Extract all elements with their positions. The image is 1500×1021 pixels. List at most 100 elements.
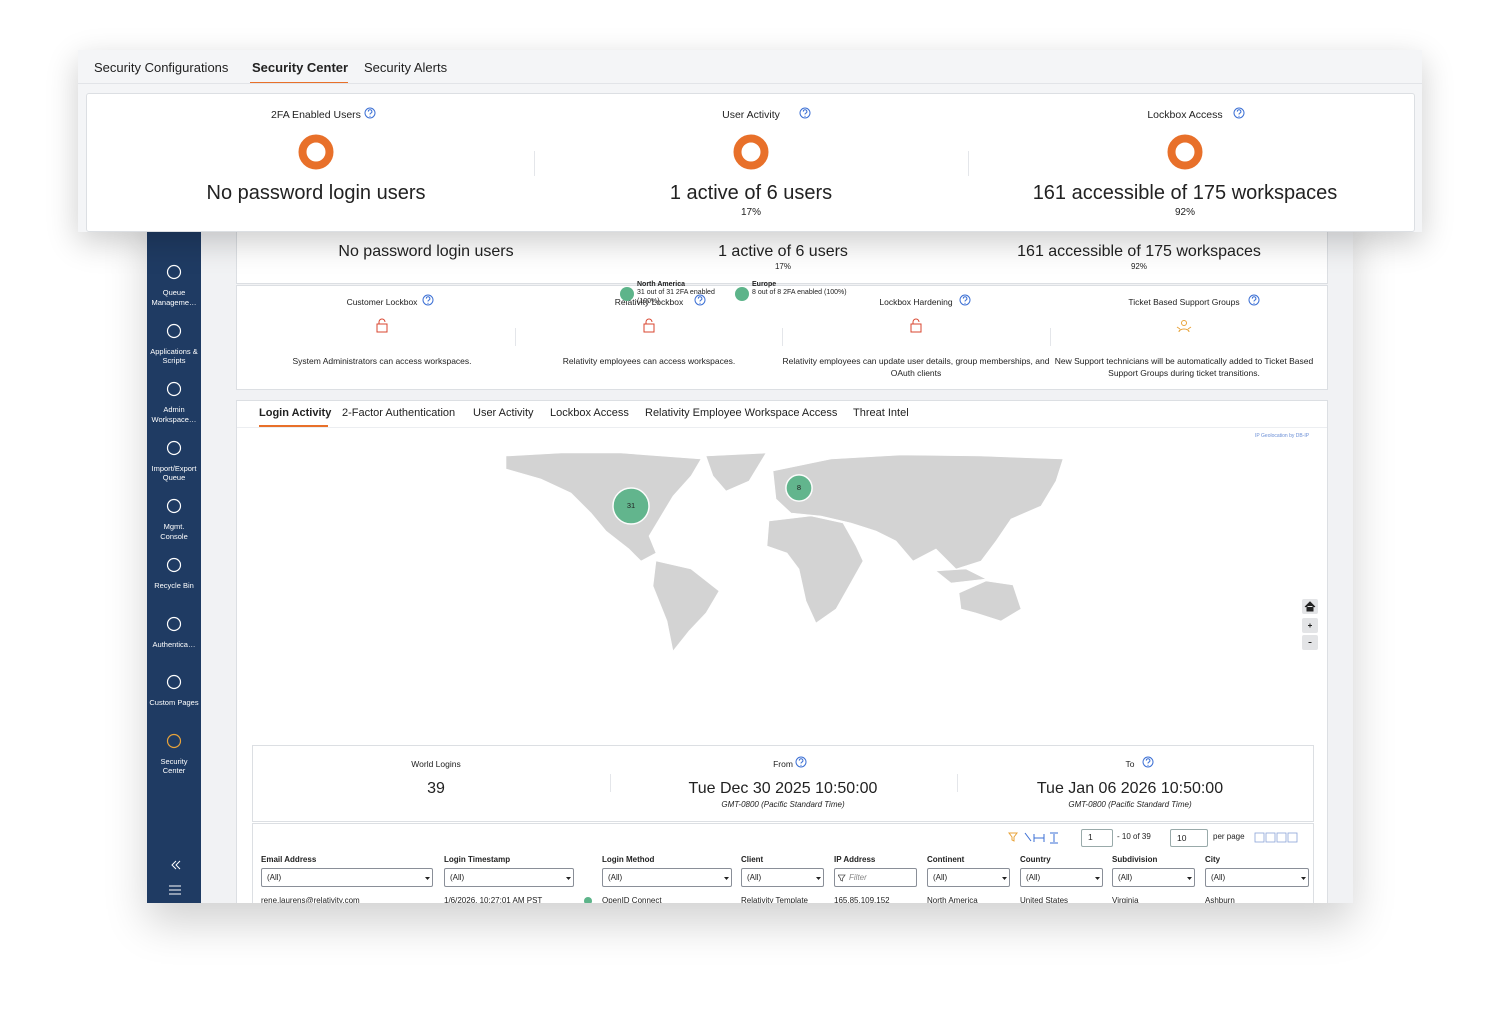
nav-label[interactable]: Admin Workspace… [151, 405, 197, 424]
lock-shackle [378, 318, 386, 324]
column-filter[interactable]: (All) [1020, 868, 1103, 887]
column-header: Client [741, 855, 764, 864]
tab-divider [237, 427, 1327, 428]
cluster-bubble [785, 474, 813, 502]
page-range: - 10 of 39 [1117, 832, 1151, 841]
card-value: 1 active of 6 users [718, 243, 848, 260]
help-icon [1142, 756, 1154, 768]
graphic [1301, 877, 1306, 880]
stat-value: Tue Dec 30 2025 10:50:00 [688, 780, 878, 797]
cell: OpenID Connect [602, 896, 662, 903]
nav-label[interactable]: Security Center [160, 756, 188, 776]
lock-icon [910, 323, 922, 333]
column-filter[interactable]: (All) [261, 868, 433, 887]
column-filter[interactable]: (All) [927, 868, 1010, 887]
graphic [1095, 877, 1100, 880]
detail-tab[interactable]: User Activity [473, 407, 534, 419]
divider [782, 328, 783, 346]
ring-icon [1167, 134, 1203, 170]
help-icon [959, 294, 971, 306]
graphic [166, 440, 182, 455]
help-glyph [1236, 109, 1242, 115]
per-page: per page [1213, 832, 1245, 841]
nav-icon [166, 733, 182, 748]
tab[interactable]: Security Configurations [94, 60, 229, 75]
help-icon [1233, 107, 1245, 119]
graphic [1187, 877, 1192, 880]
lockbox-title: Lockbox Hardening [879, 297, 953, 307]
graphic [1248, 294, 1260, 306]
graphic [816, 877, 821, 880]
nav-label[interactable]: Applications & Scripts [150, 346, 198, 366]
tab[interactable]: Security Center [252, 60, 349, 75]
card-value: 1 active of 6 users [669, 182, 833, 204]
nav-icon [166, 264, 182, 280]
column-header: Login Timestamp [444, 855, 511, 864]
stat-note: GMT-0800 (Pacific Standard Time) [1068, 800, 1192, 809]
nav-label[interactable]: Import/Export Queue [151, 463, 197, 483]
nav-icon [166, 675, 182, 690]
group-icon [1181, 320, 1187, 326]
divider [515, 328, 516, 346]
cell: 1/6/2026, 10:27:01 AM PST [444, 896, 543, 903]
column-filter[interactable]: (All) [444, 868, 574, 887]
nav-icon [166, 616, 182, 631]
help-glyph [802, 109, 808, 115]
tab[interactable]: Security Alerts [364, 60, 448, 75]
column-header: City [1205, 855, 1221, 864]
column-filter[interactable]: (All) [1112, 868, 1195, 887]
page-nav-button [1254, 832, 1265, 843]
cell: Ashburn [1205, 896, 1235, 903]
help-glyph [962, 296, 967, 302]
detail-tab[interactable]: Login Activity [259, 407, 332, 419]
column-filter[interactable]: (All) [741, 868, 824, 887]
nav-label[interactable]: Mgmt. Console [160, 522, 188, 541]
dropdown-arrow [816, 877, 821, 880]
nav-label[interactable]: Custom Pages [149, 698, 199, 708]
column-filter[interactable]: (All) [1205, 868, 1309, 887]
detail-tab[interactable]: Relativity Employee Workspace Access [645, 407, 838, 419]
nav-icon [166, 323, 182, 338]
divider [957, 774, 958, 792]
help-glyph [798, 758, 804, 764]
nav-label[interactable]: Queue Manageme… [151, 288, 197, 307]
lock-icon [376, 323, 388, 333]
page-size[interactable]: 10 [1170, 829, 1208, 847]
collapse-icon [171, 860, 181, 870]
ring-icon [733, 134, 769, 170]
graphic [166, 733, 182, 748]
graphic [1302, 599, 1318, 614]
toolbar-icon [1033, 834, 1045, 842]
cluster-bubble [612, 487, 650, 525]
graphic [620, 287, 634, 301]
help-dot [1238, 115, 1240, 117]
stats-panel: World Logins 39 From Tue Dec 30 2025 10:50:… [252, 745, 1314, 822]
column-header: Login Method [602, 855, 655, 864]
lockbox-description: New Support technicians will be automati… [1054, 356, 1314, 378]
help-icon [1248, 294, 1260, 306]
graphic [1002, 877, 1007, 880]
graphic [169, 860, 181, 895]
graphic [505, 452, 1064, 652]
nav-label[interactable]: Recycle Bin [154, 581, 194, 590]
overlay-panel: Security Configurations Security Center Se… [78, 50, 1422, 232]
legend-detail: 31 out of 31 2FA enabled (100%) [637, 289, 715, 305]
column-filter[interactable]: Filter [834, 868, 917, 887]
land [772, 454, 1064, 570]
card-percent: 17% [740, 207, 761, 218]
page-input[interactable]: 1 [1081, 829, 1113, 847]
graphic [799, 107, 811, 119]
nav-label[interactable]: Authentica… [152, 639, 196, 649]
graphic [566, 877, 571, 880]
nav-icon [166, 499, 182, 514]
dropdown-arrow [1002, 877, 1007, 880]
detail-tab[interactable]: Threat Intel [853, 407, 909, 419]
detail-tab[interactable]: Lockbox Access [550, 407, 629, 419]
help-dot [804, 115, 806, 117]
column-filter[interactable]: (All) [602, 868, 732, 887]
home-icon [1304, 601, 1316, 612]
map-attribution: IP Geolocation by DB-IP [1255, 433, 1310, 439]
legend-name: Europe [752, 281, 777, 288]
detail-tab[interactable]: 2-Factor Authentication [342, 407, 456, 419]
